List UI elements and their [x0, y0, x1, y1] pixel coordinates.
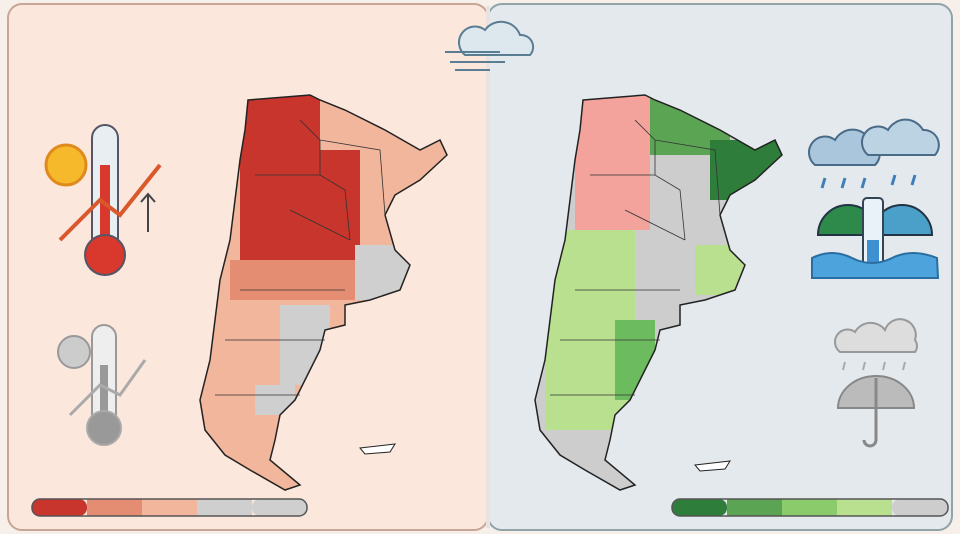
hot-thermometer-icon-part	[44, 143, 88, 187]
temperature-legend	[31, 498, 308, 517]
rain-umbrella-icon-part	[811, 252, 940, 279]
precipitation-legend	[671, 498, 949, 517]
hot-thermometer-icon-part	[140, 192, 156, 232]
wind-cloud-icon-part	[458, 20, 535, 56]
temperature-map-part-part	[300, 150, 360, 250]
precipitation-legend-part	[782, 499, 837, 516]
panels	[7, 3, 953, 531]
temperature-legend-part	[32, 499, 87, 516]
temperature-map-part	[199, 94, 448, 491]
hot-thermometer-icon-part	[100, 165, 110, 255]
mild-thermometer-icon-part	[68, 359, 147, 417]
precipitation-map-part	[694, 460, 731, 472]
mild-thermometer-icon	[57, 324, 147, 446]
temperature-legend-part	[252, 499, 307, 516]
faded-rain-icon	[834, 318, 918, 448]
rain-umbrella-icon-part	[861, 118, 940, 156]
temperature-legend-part	[31, 498, 308, 517]
hot-thermometer-icon-part	[84, 234, 126, 276]
temperature-map-part	[215, 119, 386, 396]
temperature-legend-part	[197, 499, 252, 516]
precipitation-legend-part	[892, 499, 948, 516]
temperature-legend-part	[87, 499, 142, 516]
hot-thermometer-icon-part	[58, 163, 162, 242]
precipitation-legend-part	[671, 498, 949, 517]
faded-rain-icon-part	[842, 361, 906, 371]
wind-cloud-icon	[445, 20, 535, 71]
faded-rain-icon-part	[862, 378, 878, 448]
precipitation-map-part	[550, 119, 721, 396]
precipitation-legend-part	[672, 499, 727, 516]
panels-part	[486, 6, 490, 528]
temperature-map-part	[359, 443, 396, 455]
mild-thermometer-icon-part	[100, 365, 108, 425]
mild-thermometer-icon-part	[86, 410, 122, 446]
hot-thermometer-icon	[44, 124, 162, 276]
temperature-legend-part	[142, 499, 197, 516]
wind-cloud-icon-part	[445, 51, 505, 71]
precipitation-legend-part	[727, 499, 782, 516]
precipitation-legend-part	[837, 499, 892, 516]
precipitation-map-part	[534, 94, 783, 491]
rain-umbrella-icon-part	[820, 174, 917, 189]
faded-rain-icon-part	[834, 318, 918, 353]
precipitation-map-part-part	[575, 95, 650, 230]
mild-thermometer-icon-part	[57, 335, 91, 369]
rain-umbrella-icon	[808, 118, 940, 279]
